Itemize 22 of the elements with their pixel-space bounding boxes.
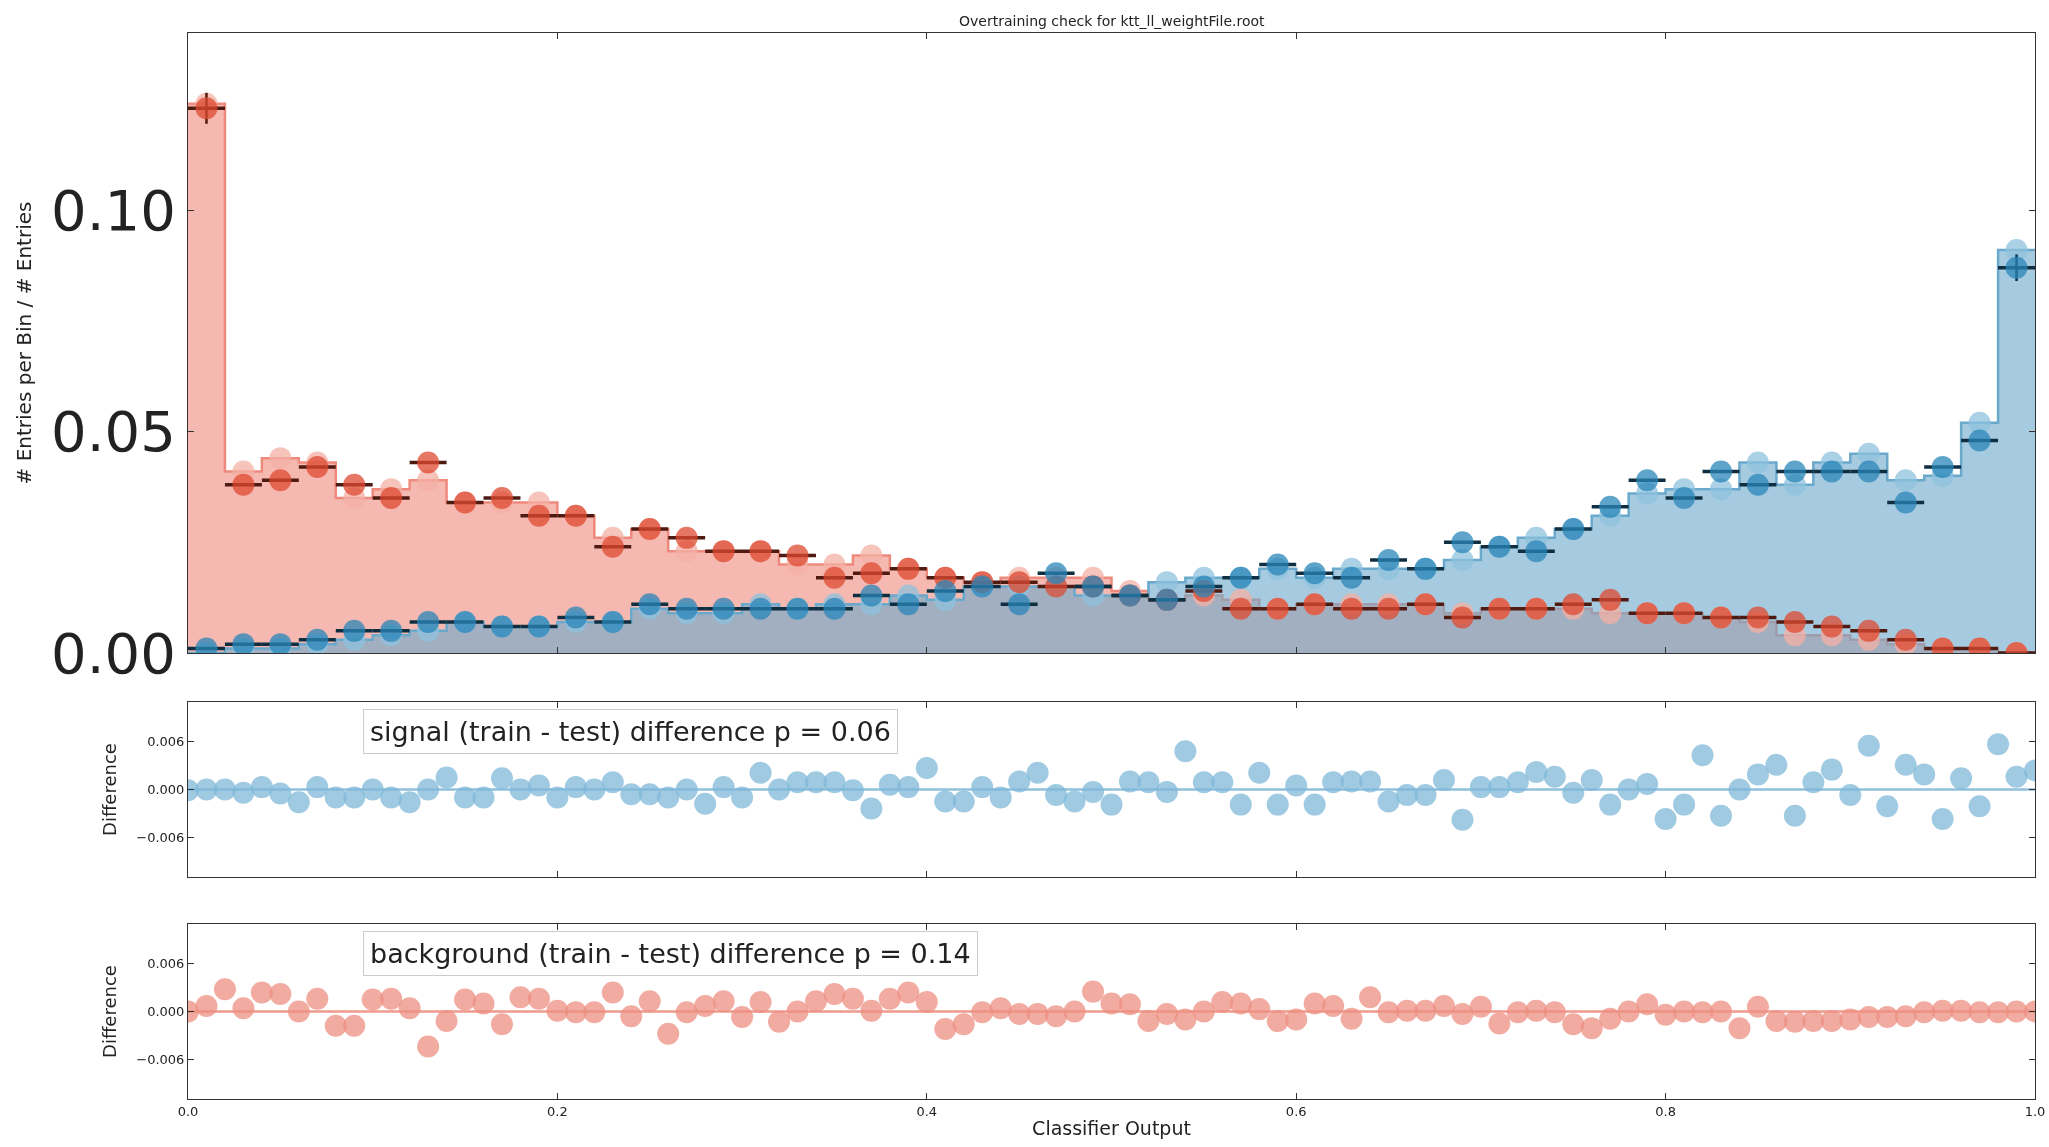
y-axis-title: # Entries per Bin / # Entries bbox=[11, 201, 36, 485]
y-tick-label: 0.006 bbox=[147, 956, 185, 972]
y-tick-label: 0.006 bbox=[147, 734, 185, 750]
y-axis-title: Difference bbox=[99, 743, 121, 836]
x-axis-title: Classifier Output bbox=[1032, 1117, 1191, 1140]
y-tick-label: −0.006 bbox=[136, 829, 185, 845]
x-tick-label: 0.8 bbox=[1655, 1103, 1676, 1119]
chart-title: Overtraining check for ktt_ll_weightFile.root bbox=[959, 13, 1266, 29]
y-tick-label: 0.05 bbox=[51, 399, 176, 465]
x-tick-label: 0.0 bbox=[177, 1103, 199, 1119]
x-tick-label: 1.0 bbox=[2024, 1103, 2046, 1119]
y-tick-label: −0.006 bbox=[136, 1051, 185, 1067]
x-tick-label: 0.2 bbox=[547, 1103, 568, 1119]
x-tick-label: 0.6 bbox=[1285, 1103, 1307, 1119]
y-tick-label: 0.00 bbox=[51, 620, 176, 686]
x-tick-label: 0.4 bbox=[916, 1103, 938, 1119]
y-tick-label: 0.000 bbox=[147, 1004, 185, 1020]
annotation: background (train - test) difference p = 0.14 bbox=[370, 938, 971, 969]
annotation: signal (train - test) difference p = 0.06 bbox=[370, 716, 891, 747]
y-tick-label: 0.10 bbox=[51, 177, 176, 243]
y-axis-title: Difference bbox=[99, 965, 121, 1058]
y-tick-label: 0.000 bbox=[147, 782, 185, 798]
